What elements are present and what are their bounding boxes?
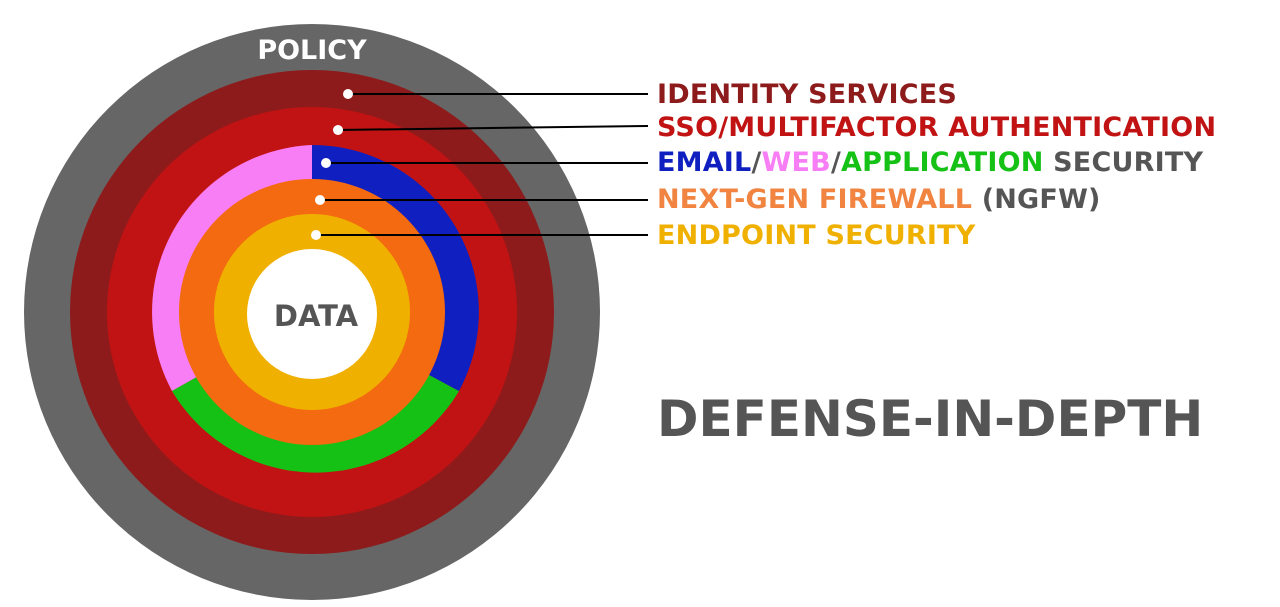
leader-email-web-application (321, 158, 648, 168)
label-sso-multifactor: SSO/MULTIFACTOR AUTHENTICATION (657, 112, 1217, 143)
label-email-web-application-security: EMAIL/WEB/APPLICATION SECURITY (657, 148, 1203, 178)
leader-endpoint (311, 230, 648, 240)
label-part-ngfw: (NGFW) (972, 184, 1101, 215)
label-part-firewall: NEXT-GEN FIREWALL (657, 184, 973, 215)
label-identity-services: IDENTITY SERVICES (657, 79, 958, 110)
label-endpoint-security: ENDPOINT SECURITY (657, 220, 976, 251)
label-part-slash: / (830, 147, 841, 178)
label-part-security: SECURITY (1043, 147, 1204, 178)
label-part-email: EMAIL (657, 147, 752, 178)
label-part-slash: / (751, 147, 762, 178)
label-next-gen-firewall: NEXT-GEN FIREWALL (NGFW) (657, 185, 1101, 215)
data-core-label: DATA (274, 299, 359, 333)
label-part-application: APPLICATION (841, 147, 1044, 178)
policy-ring-label: POLICY (257, 35, 367, 66)
leader-sso (333, 125, 649, 135)
leader-identity (343, 89, 648, 99)
leader-firewall (315, 195, 648, 205)
label-part-web: WEB (761, 147, 831, 178)
diagram-title: DEFENSE-IN-DEPTH (657, 390, 1204, 448)
core-data (247, 249, 377, 379)
